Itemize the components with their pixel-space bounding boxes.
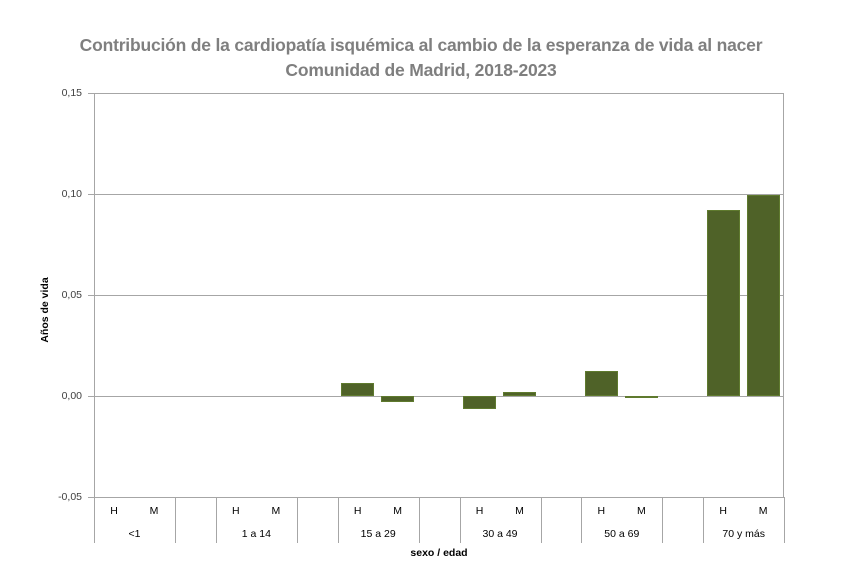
sex-label: H bbox=[110, 505, 118, 517]
y-tick-label: 0,10 bbox=[61, 188, 82, 200]
age-group-label: 1 a 14 bbox=[241, 528, 271, 540]
sex-label: M bbox=[271, 505, 281, 517]
chart-title: Contribución de la cardiopatía isquémica… bbox=[79, 35, 763, 55]
bar-m-3 bbox=[503, 391, 536, 396]
gridline bbox=[88, 93, 784, 94]
bar-h-4 bbox=[584, 370, 618, 396]
category-separator bbox=[419, 497, 420, 543]
y-axis-line bbox=[94, 93, 95, 497]
category-separator bbox=[94, 497, 95, 543]
sex-label: H bbox=[232, 505, 240, 517]
y-tick-label: -0,05 bbox=[58, 491, 82, 503]
bar-m-5 bbox=[746, 195, 780, 396]
age-group-label: 30 a 49 bbox=[482, 528, 518, 540]
sex-label: H bbox=[597, 505, 606, 517]
sex-label: M bbox=[149, 505, 159, 517]
y-tick-label: 0,05 bbox=[61, 289, 82, 301]
x-axis-label: sexo / edad bbox=[410, 547, 468, 559]
y-tick-label: 0,00 bbox=[61, 390, 82, 402]
category-separator bbox=[541, 497, 542, 543]
age-group-label: 15 a 29 bbox=[360, 528, 396, 540]
sex-label: M bbox=[636, 505, 646, 517]
y-tick-label: 0,15 bbox=[61, 87, 82, 99]
gridline bbox=[88, 497, 784, 498]
category-separator bbox=[338, 497, 339, 543]
category-separator bbox=[581, 497, 582, 543]
bar-m-2 bbox=[381, 396, 415, 403]
age-group-label: <1 bbox=[128, 528, 141, 540]
gridline bbox=[88, 396, 784, 397]
sex-label: M bbox=[393, 505, 403, 517]
sex-label: H bbox=[719, 505, 727, 517]
bar-h-2 bbox=[341, 383, 375, 396]
category-separator bbox=[662, 497, 663, 543]
gridline bbox=[88, 194, 784, 195]
gridline bbox=[88, 295, 784, 296]
sex-label: H bbox=[475, 505, 484, 517]
category-separator bbox=[784, 497, 785, 543]
y-axis-label: Años de vida bbox=[39, 277, 51, 343]
age-group-label: 50 a 69 bbox=[604, 528, 640, 540]
bar-m-4 bbox=[624, 396, 658, 399]
bar-h-5 bbox=[706, 210, 740, 396]
category-separator bbox=[703, 497, 704, 543]
age-group-label: 70 y más bbox=[722, 528, 765, 540]
category-separator bbox=[460, 497, 461, 543]
chart-subtitle: Comunidad de Madrid, 2018-2023 bbox=[285, 60, 557, 80]
sex-label: M bbox=[515, 505, 524, 517]
category-separator bbox=[216, 497, 217, 543]
sex-label: M bbox=[758, 505, 768, 517]
category-separator bbox=[175, 497, 176, 543]
bar-h-3 bbox=[463, 396, 496, 409]
category-separator bbox=[297, 497, 298, 543]
sex-label: H bbox=[353, 505, 362, 517]
